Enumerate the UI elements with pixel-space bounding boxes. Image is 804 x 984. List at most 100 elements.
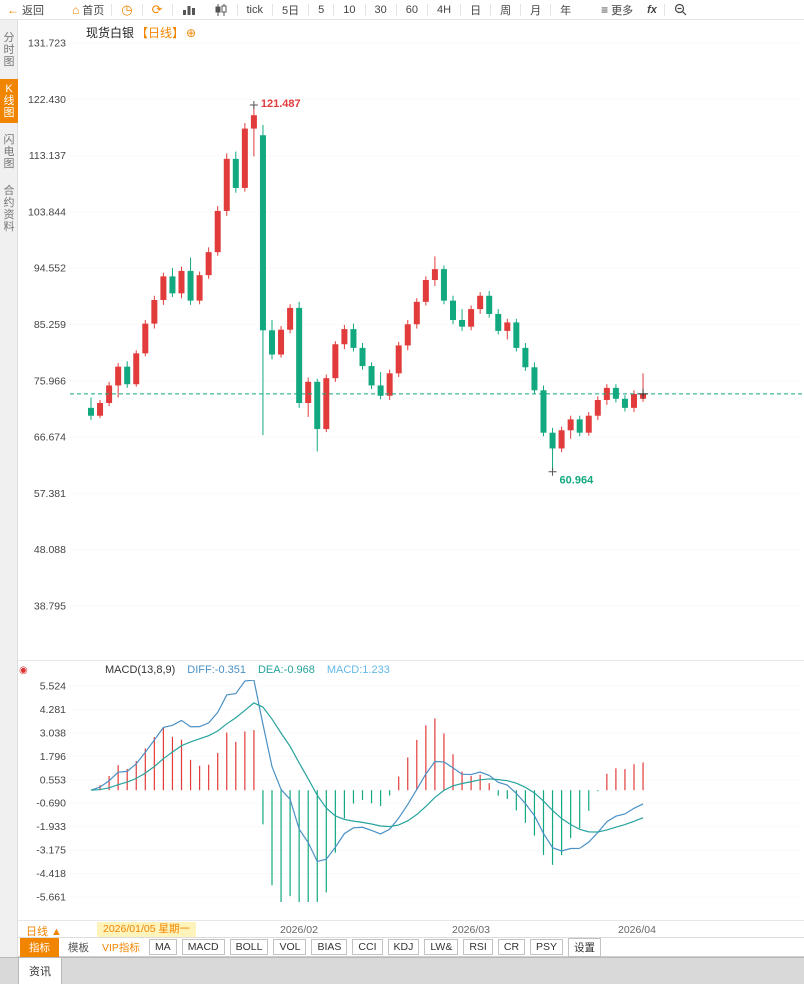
period-5day[interactable]: 5日 <box>273 0 308 20</box>
macd-name: MACD(13,8,9) <box>105 664 176 676</box>
toolbar-separator <box>141 3 143 16</box>
zoom-out-button[interactable] <box>665 0 697 20</box>
indicator-tab-bar: 指标 模板 VIP指标 MA MACD BOLL VOL BIAS CCI KD… <box>18 937 804 957</box>
svg-text:-1.933: -1.933 <box>36 821 66 833</box>
home-button[interactable]: ⌂ 首页 <box>65 0 111 20</box>
toolbar-separator <box>111 3 113 16</box>
svg-text:85.259: 85.259 <box>34 319 66 331</box>
period-week[interactable]: 周 <box>491 0 520 20</box>
more-button[interactable]: ≡ 更多 <box>594 0 640 20</box>
toolbar-separator <box>550 3 552 16</box>
toolbar-separator <box>520 3 522 16</box>
sidebar-item-timeshare-chart[interactable]: 分时图 <box>3 32 15 68</box>
period-label: 5日 <box>282 4 300 17</box>
tab-cci[interactable]: CCI <box>352 939 383 955</box>
instrument-period: 【日线】 <box>136 26 185 40</box>
svg-text:-0.690: -0.690 <box>36 798 66 810</box>
sidebar-item-lightning-chart[interactable]: 闪电图 <box>3 134 15 170</box>
macd-diff-value: DIFF:-0.351 <box>187 664 246 676</box>
period-tick[interactable]: tick <box>238 0 273 20</box>
fx-label: fx <box>647 3 657 16</box>
tab-settings[interactable]: 设置 <box>568 937 602 957</box>
period-60min[interactable]: 60 <box>397 0 427 20</box>
svg-text:4.281: 4.281 <box>40 704 66 716</box>
svg-text:1.796: 1.796 <box>40 751 66 763</box>
period-month[interactable]: 月 <box>521 0 550 20</box>
tab-templates[interactable]: 模板 <box>68 941 89 954</box>
tab-vol[interactable]: VOL <box>273 939 307 955</box>
macd-dea-value: DEA:-0.968 <box>257 664 315 676</box>
indicator-settings-icon[interactable]: ◉ <box>19 665 28 676</box>
macd-chart[interactable]: 5.524 4.281 3.038 1.796 0.553 -0.690 -1.933 -3.… <box>18 680 804 920</box>
toolbar-separator <box>663 3 665 16</box>
instrument-name: 现货白银 <box>86 26 135 40</box>
svg-text:94.552: 94.552 <box>34 263 66 275</box>
svg-text:5.524: 5.524 <box>40 681 66 693</box>
svg-text:0.553: 0.553 <box>40 774 66 786</box>
svg-text:-3.175: -3.175 <box>36 845 66 857</box>
svg-text:113.137: 113.137 <box>29 150 66 162</box>
period-label: 年 <box>560 4 572 17</box>
news-tab[interactable]: 资讯 <box>18 958 62 984</box>
period-5min[interactable]: 5 <box>309 0 333 20</box>
xaxis-row: 日线 ▲ 2026/01/05 星期一 2026/02 2026/03 2026… <box>18 920 804 938</box>
period-label: 4H <box>437 3 452 16</box>
period-label: 周 <box>500 4 512 17</box>
period-label: 月 <box>530 4 542 17</box>
period-label: 5 <box>318 3 325 16</box>
xaxis-date: 2026/04 <box>618 924 656 936</box>
tab-cr[interactable]: CR <box>497 939 526 955</box>
toolbar-separator <box>490 3 492 16</box>
tab-vip-indicators[interactable]: VIP指标 <box>102 941 140 954</box>
xaxis-date: 2026/02 <box>280 924 318 936</box>
sidebar-item-kline-chart[interactable]: K线图 <box>0 79 18 123</box>
refresh-button[interactable]: ⟳ <box>143 0 172 20</box>
back-button[interactable]: ← 返回 <box>0 0 51 20</box>
svg-text:48.088: 48.088 <box>34 544 66 556</box>
period-4h[interactable]: 4H <box>428 0 460 20</box>
toolbar-separator <box>171 3 173 16</box>
period-year[interactable]: 年 <box>551 0 580 20</box>
kline-chart[interactable]: 131.723 122.430 113.137 103.844 94.552 85.259… <box>18 20 804 665</box>
bar-chart-icon <box>182 4 196 16</box>
panel-divider <box>18 660 804 661</box>
tab-boll[interactable]: BOLL <box>229 939 269 955</box>
period-30min[interactable]: 30 <box>366 0 396 20</box>
period-label: tick <box>246 3 264 16</box>
toolbar-separator <box>427 3 428 16</box>
tab-indicators[interactable]: 指标 <box>20 937 59 957</box>
back-label: 返回 <box>22 4 44 17</box>
svg-text:38.795: 38.795 <box>34 601 66 613</box>
tab-kdj[interactable]: KDJ <box>387 939 420 955</box>
bar-chart-type-button[interactable] <box>173 0 205 20</box>
tab-psy[interactable]: PSY <box>530 939 564 955</box>
svg-text:57.381: 57.381 <box>34 488 66 500</box>
svg-text:103.844: 103.844 <box>28 206 66 218</box>
period-label: 10 <box>343 3 356 16</box>
svg-text:-5.661: -5.661 <box>36 892 66 904</box>
history-button[interactable]: ◷ <box>112 0 141 20</box>
fx-indicator-button[interactable]: fx <box>640 0 664 20</box>
period-10min[interactable]: 10 <box>334 0 364 20</box>
sidebar-item-contract-info[interactable]: 合约资料 <box>3 185 15 233</box>
tab-ma[interactable]: MA <box>148 939 177 955</box>
more-label: 更多 <box>611 4 634 17</box>
more-icon: ≡ <box>601 2 609 17</box>
tab-bias[interactable]: BIAS <box>311 939 348 955</box>
xaxis-date: 2026/03 <box>452 924 490 936</box>
toolbar-separator <box>364 3 366 16</box>
top-toolbar: ← 返回 ⌂ 首页 ◷ ⟳ tick 5日 5 10 30 60 4H 日 周 … <box>0 0 804 20</box>
tab-lw[interactable]: LW& <box>424 939 459 955</box>
xaxis-date-highlighted: 2026/01/05 星期一 <box>97 922 196 937</box>
svg-text:75.966: 75.966 <box>34 375 66 387</box>
candlestick-icon <box>214 3 228 16</box>
tab-macd[interactable]: MACD <box>181 939 225 955</box>
tab-rsi[interactable]: RSI <box>463 939 493 955</box>
zoom-out-icon <box>674 3 688 16</box>
candlestick-type-button[interactable] <box>205 0 237 20</box>
svg-text:131.723: 131.723 <box>28 38 66 50</box>
period-day[interactable]: 日 <box>461 0 490 20</box>
toolbar-separator <box>272 3 273 16</box>
add-favorite-icon[interactable]: ⊕ <box>186 25 197 40</box>
period-selector-dropdown[interactable]: 日线 ▲ <box>26 926 62 938</box>
